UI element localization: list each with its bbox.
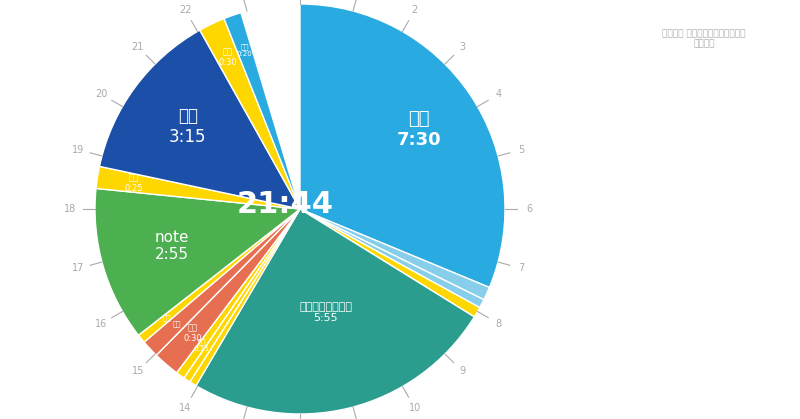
Wedge shape: [196, 209, 474, 414]
Wedge shape: [224, 13, 300, 209]
Wedge shape: [95, 189, 300, 335]
Text: 睡眠
7:30: 睡眠 7:30: [397, 110, 442, 149]
Text: 5: 5: [518, 145, 525, 155]
Wedge shape: [300, 209, 480, 317]
Wedge shape: [300, 209, 484, 308]
Text: 2: 2: [412, 5, 418, 15]
Text: 16: 16: [95, 319, 107, 329]
Text: 映画
3:15: 映画 3:15: [169, 107, 206, 146]
Text: 4: 4: [496, 89, 502, 99]
Text: 10: 10: [409, 403, 421, 413]
Wedge shape: [177, 209, 300, 378]
Text: 睡眠
0:30: 睡眠 0:30: [218, 48, 237, 67]
Text: 7: 7: [518, 264, 525, 274]
Wedge shape: [190, 209, 300, 385]
Text: 移動
0:15: 移動 0:15: [194, 339, 210, 352]
Text: ボーナス テンプレートスクリーン
ショット: ボーナス テンプレートスクリーン ショット: [662, 29, 746, 49]
Text: 移動
0:25: 移動 0:25: [125, 173, 143, 193]
Text: 6: 6: [526, 204, 533, 214]
Text: 昼食
0:30: 昼食 0:30: [184, 323, 202, 343]
Text: 移動: 移動: [162, 315, 171, 321]
Text: 移動: 移動: [173, 321, 182, 327]
Text: 21: 21: [131, 41, 144, 52]
Text: 8: 8: [496, 319, 502, 329]
Text: 15: 15: [131, 366, 144, 376]
Wedge shape: [96, 166, 300, 209]
Text: 14: 14: [179, 403, 191, 413]
Wedge shape: [144, 209, 300, 355]
Text: note
2:55: note 2:55: [154, 230, 190, 262]
Text: 18: 18: [64, 204, 77, 214]
Wedge shape: [99, 30, 300, 209]
Wedge shape: [156, 209, 300, 373]
Wedge shape: [300, 4, 505, 287]
Text: 17: 17: [72, 264, 85, 274]
Wedge shape: [300, 209, 490, 300]
Text: 睡眠
0:20: 睡眠 0:20: [237, 44, 253, 57]
Text: 19: 19: [72, 145, 84, 155]
Text: 9: 9: [459, 366, 466, 376]
Text: 21:44: 21:44: [237, 189, 334, 218]
Text: 20: 20: [95, 89, 107, 99]
Text: 映画の感想言語化
5:55: 映画の感想言語化 5:55: [299, 302, 352, 323]
Wedge shape: [200, 18, 300, 209]
Wedge shape: [184, 209, 300, 382]
Text: 3: 3: [459, 41, 466, 52]
Wedge shape: [138, 209, 300, 342]
Text: 22: 22: [179, 5, 191, 15]
